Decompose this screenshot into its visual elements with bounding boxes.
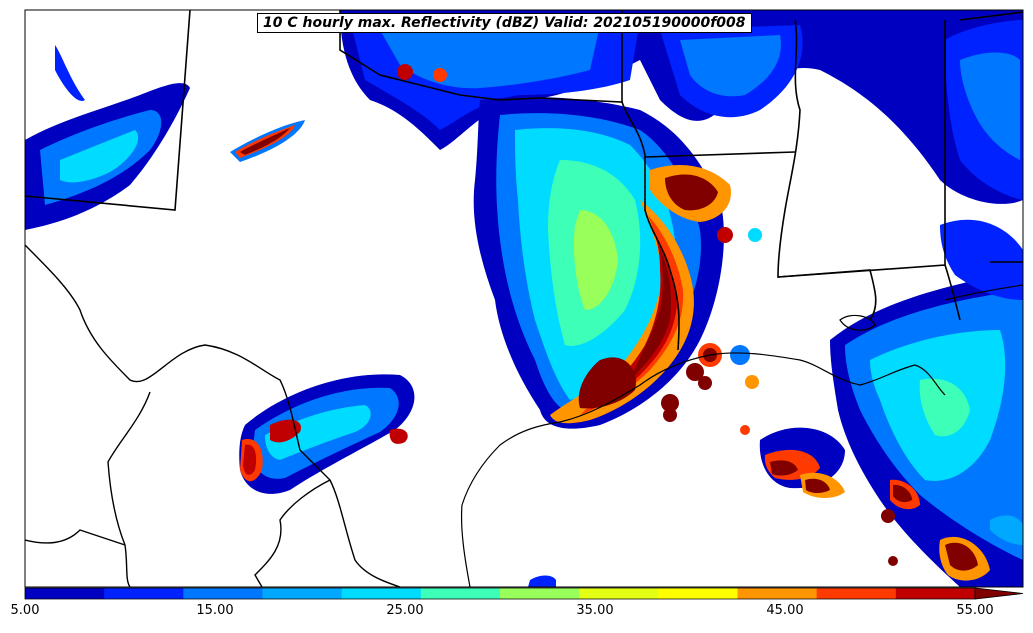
colorbar-segment — [25, 588, 105, 599]
radar-echoes — [25, 10, 1023, 587]
colorbar-tick-label: 45.00 — [766, 603, 804, 618]
colorbar-segment — [579, 588, 659, 599]
state-boundaries — [25, 10, 1023, 351]
colorbar — [24, 587, 1024, 600]
colorbar-segment — [658, 588, 738, 599]
colorbar-tick-label: 15.00 — [196, 603, 234, 618]
map-title: 10 C hourly max. Reflectivity (dBZ) Vali… — [257, 13, 752, 33]
colorbar-segment — [104, 588, 184, 599]
colorbar-segment — [420, 588, 501, 599]
colorbar-tick-label: 25.00 — [386, 603, 424, 618]
international-border — [25, 244, 401, 587]
colorbar-segment — [262, 588, 343, 599]
colorbar-segment — [737, 588, 818, 599]
colorbar-segment — [500, 588, 580, 599]
colorbar-segment — [895, 588, 976, 599]
colorbar-tick-label: 35.00 — [576, 603, 614, 618]
colorbar-outline — [24, 587, 975, 600]
colorbar-tick-label: 55.00 — [956, 603, 994, 618]
colorbar-extend-arrow — [974, 587, 1024, 600]
plot-frame — [24, 9, 1024, 588]
colorbar-tick-label: 5.00 — [10, 603, 40, 618]
colorbar-segment — [816, 588, 897, 599]
colorbar-segment — [341, 588, 422, 599]
coastline — [460, 284, 1023, 587]
colorbar-segment — [183, 588, 263, 599]
